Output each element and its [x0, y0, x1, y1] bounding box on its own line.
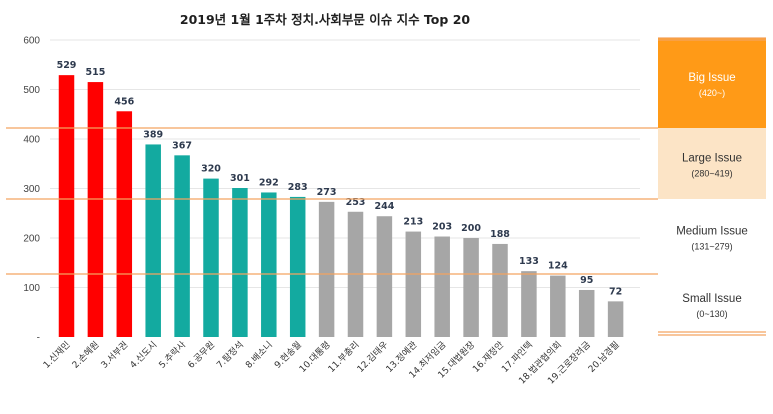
x-tick-label: 3.서부권 — [98, 339, 130, 371]
x-tick-label: 7.탐정석 — [214, 339, 246, 371]
y-tick-label: 500 — [23, 85, 40, 96]
chart-title: 2019년 1월 1주차 정치.사회부문 이슈 지수 Top 20 — [180, 12, 470, 27]
bar — [289, 196, 306, 337]
data-label: 213 — [403, 217, 423, 228]
y-tick-label: 300 — [23, 184, 40, 195]
data-label: 292 — [259, 177, 279, 188]
data-label: 253 — [346, 197, 366, 208]
threshold-lines — [6, 127, 766, 275]
data-label: 188 — [490, 229, 510, 240]
bar — [87, 82, 104, 337]
data-label: 124 — [548, 261, 568, 272]
data-label: 203 — [432, 222, 452, 233]
bar — [58, 75, 75, 338]
bar — [318, 201, 335, 337]
data-label: 301 — [230, 173, 250, 184]
bar — [578, 289, 595, 337]
data-label: 273 — [317, 187, 337, 198]
tier-range: (131~279) — [691, 242, 732, 252]
data-label: 72 — [609, 286, 622, 297]
bar — [405, 231, 422, 337]
data-label: 200 — [461, 223, 481, 234]
tier-range: (280~419) — [691, 169, 732, 179]
bar — [521, 271, 537, 337]
tier-name: Big Issue — [688, 72, 735, 84]
data-label: 515 — [85, 67, 105, 78]
data-label: 133 — [519, 256, 539, 267]
y-tick-label: 600 — [23, 36, 40, 47]
data-label: 367 — [172, 140, 192, 151]
data-label: 456 — [114, 96, 134, 107]
bars: 529 515 456 389 367 320 301 292 283 273 253 244 213 2… — [57, 60, 624, 338]
x-tick-label: 5.추락사 — [156, 338, 189, 371]
bar — [607, 301, 624, 337]
bar — [203, 178, 219, 337]
tier-box — [658, 199, 766, 274]
tier-name: Small Issue — [682, 293, 741, 305]
y-axis: - 100 200 300 400 500 600 — [23, 36, 40, 344]
y-tick-label: 400 — [23, 135, 40, 146]
data-label: 389 — [143, 129, 163, 140]
data-label: 320 — [201, 164, 221, 175]
gridlines — [50, 39, 640, 288]
tier-name: Large Issue — [682, 153, 742, 165]
bar — [174, 155, 190, 337]
tier-name: Medium Issue — [676, 226, 748, 238]
bar — [463, 238, 479, 337]
y-tick-label: 200 — [23, 234, 40, 245]
tier-range: (420~) — [699, 88, 725, 98]
x-tick-label: 4.신도시 — [128, 339, 159, 370]
x-tick-label: 2.손혜원 — [69, 339, 101, 371]
x-tick-label: 6.공무원 — [186, 339, 217, 370]
data-label: 529 — [57, 60, 77, 71]
bar — [116, 111, 133, 337]
tier-box — [658, 38, 766, 128]
bar — [232, 188, 248, 337]
bar — [376, 216, 393, 337]
y-tick-label: 100 — [23, 283, 40, 294]
tier-range: (0~130) — [696, 309, 727, 319]
x-tick-label: 8.배소니 — [243, 339, 274, 370]
x-axis: 1.신재민2.손혜원3.서부권4.신도시5.추락사6.공무원7.탐정석8.배소니… — [41, 338, 622, 386]
data-label: 283 — [288, 182, 308, 193]
bar — [145, 144, 161, 337]
x-tick-label: 20.남경필 — [586, 339, 622, 375]
tier-legend: Big Issue (420~) Large Issue (280~419) Mediu… — [658, 37, 766, 336]
bar — [492, 243, 508, 337]
bar — [550, 275, 566, 337]
x-tick-label: 1.신재민 — [41, 339, 72, 370]
data-label: 244 — [374, 201, 394, 212]
bar — [261, 192, 277, 337]
bar — [434, 236, 450, 337]
tier-box — [658, 274, 766, 334]
y-tick-label: - — [37, 333, 40, 344]
tier-box — [658, 128, 766, 199]
data-label: 95 — [580, 275, 593, 286]
